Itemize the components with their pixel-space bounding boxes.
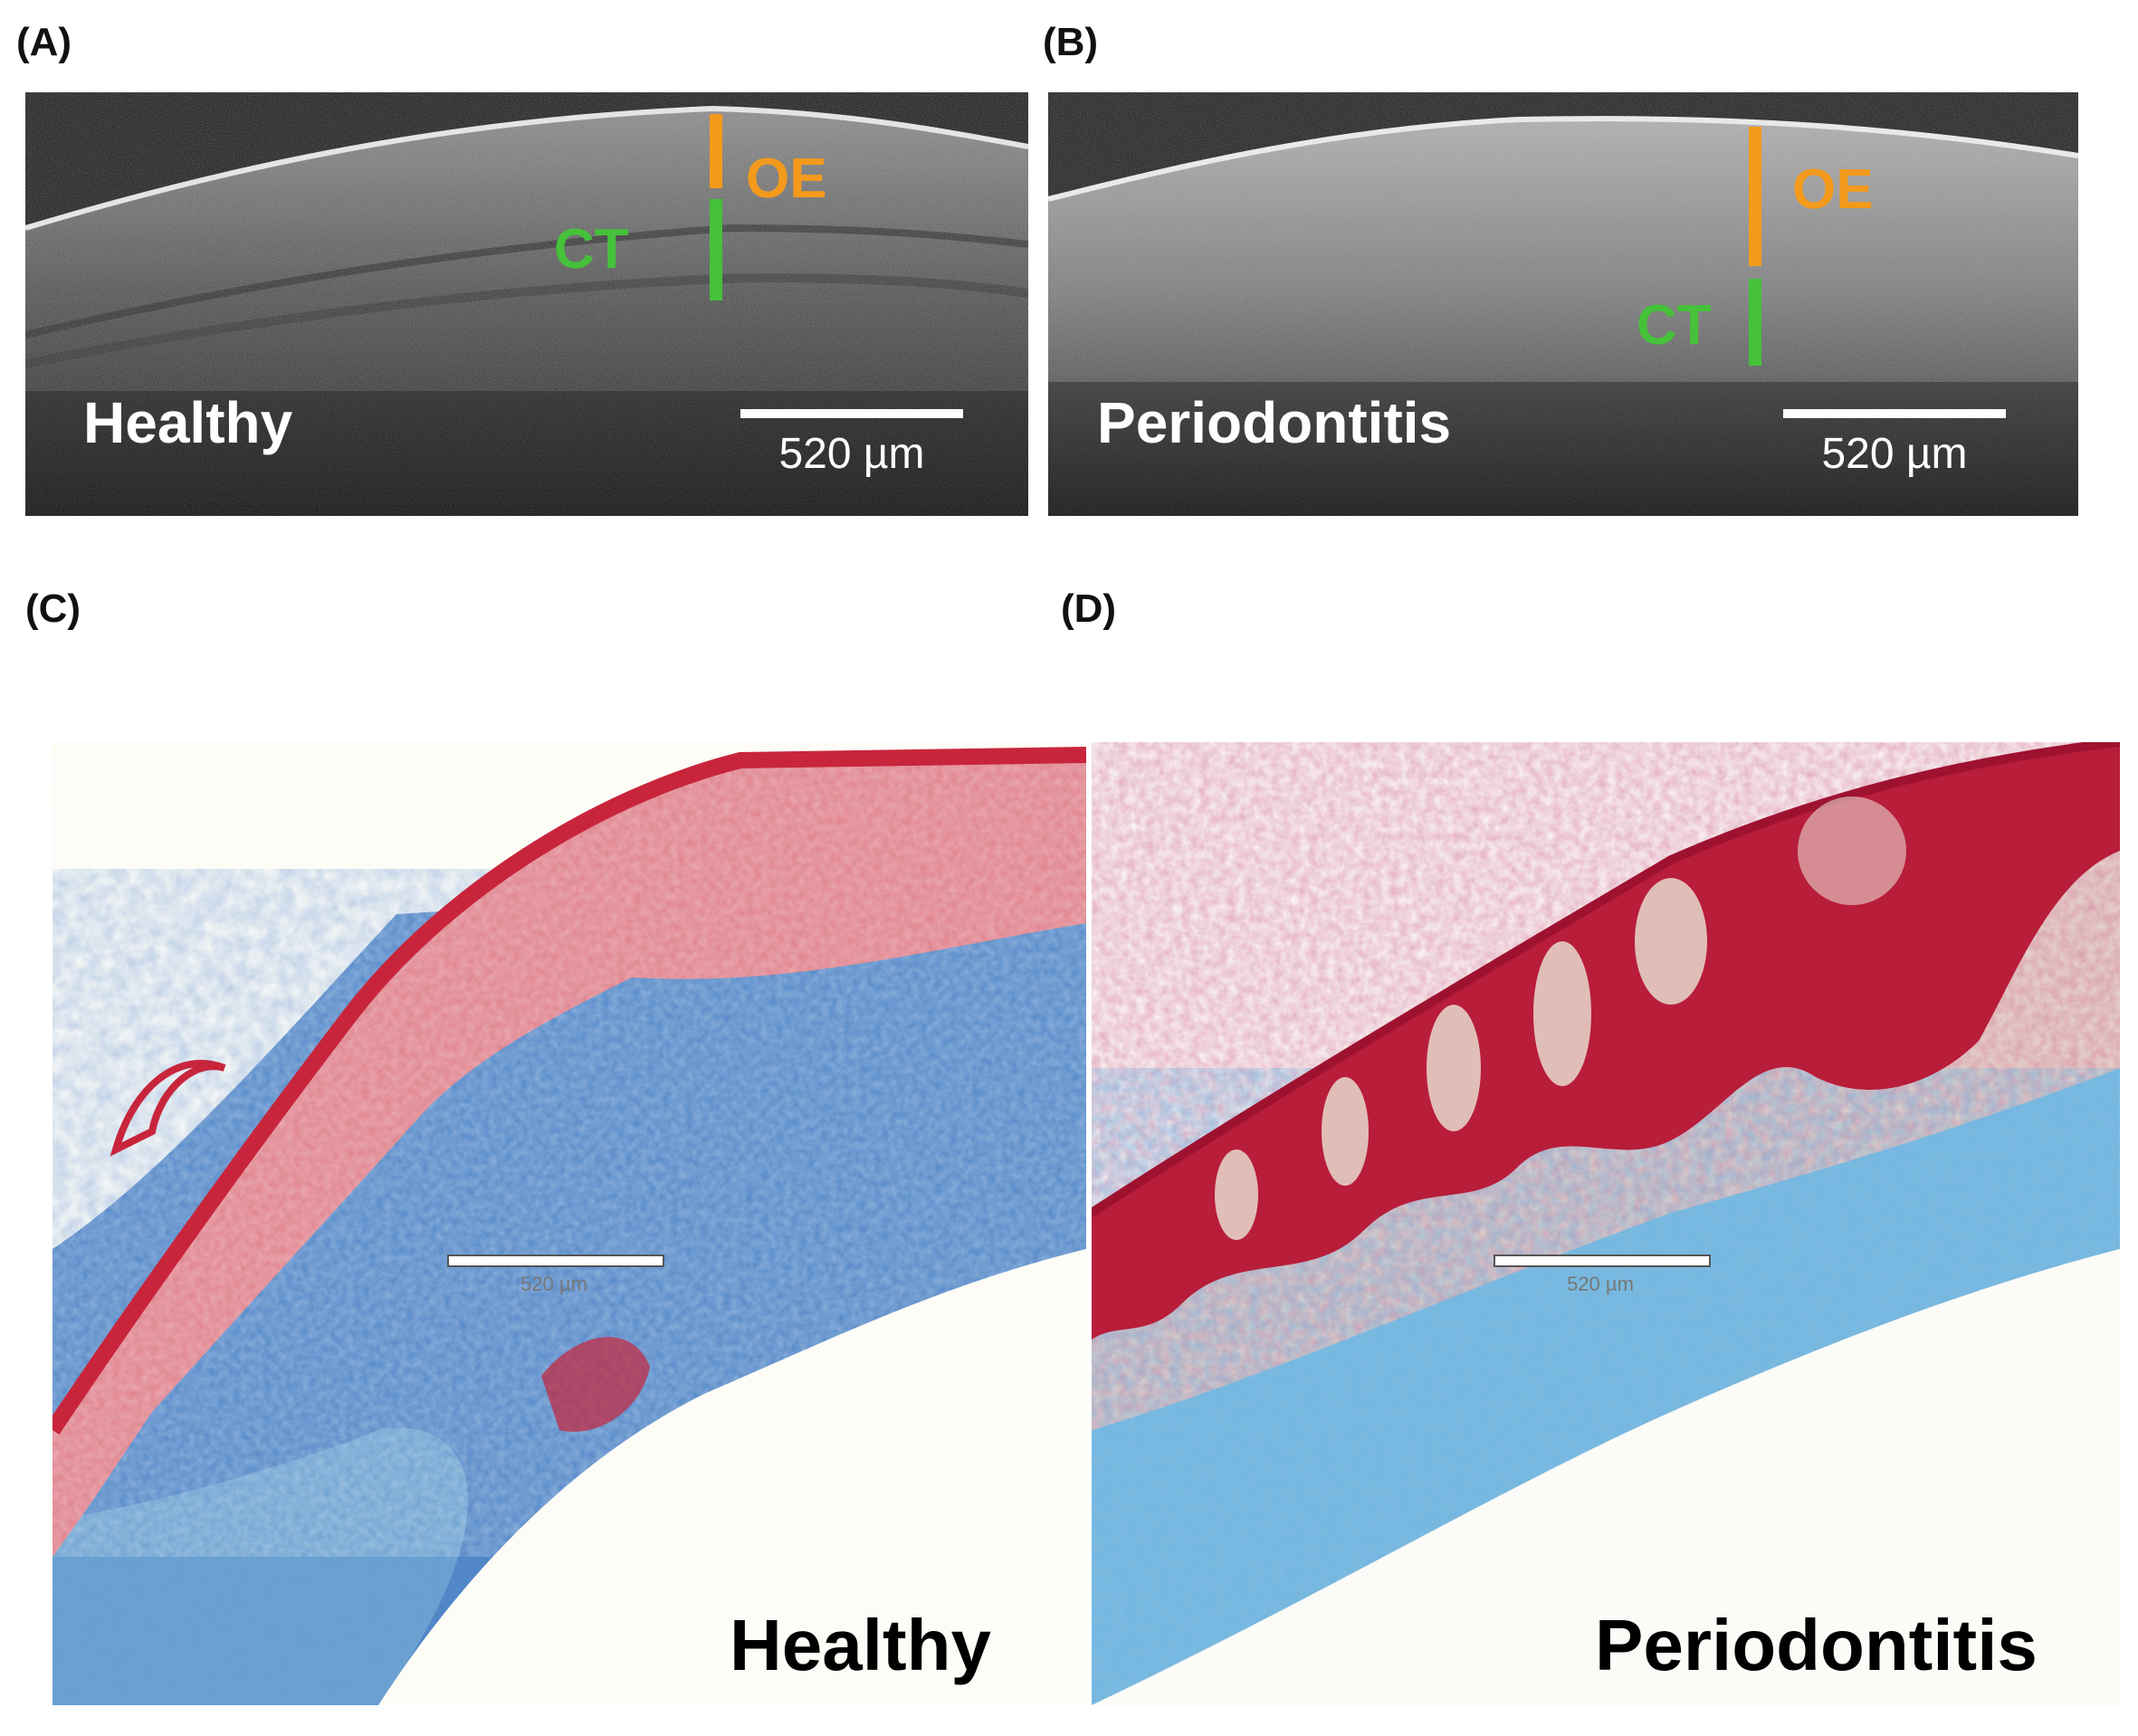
scale-bar bbox=[447, 1254, 664, 1267]
scale-bar-label: 520 µm bbox=[1567, 1273, 1634, 1295]
panel-letter-d: (D) bbox=[1061, 587, 1117, 631]
oct-image-healthy: OE CT Healthy 520 µm bbox=[25, 92, 1028, 516]
histology-periodontitis-graphic bbox=[1092, 742, 2120, 1705]
histology-image-periodontitis: 520 µm Periodontitis bbox=[1092, 742, 2120, 1705]
condition-label: Periodontitis bbox=[1097, 390, 1452, 455]
condition-label: Healthy bbox=[730, 1605, 991, 1685]
panel-letter-c: (C) bbox=[25, 587, 81, 631]
condition-label: Healthy bbox=[83, 390, 293, 455]
panel-letter-a: (A) bbox=[16, 20, 72, 64]
scale-bar bbox=[1783, 409, 2006, 418]
oe-label: OE bbox=[1792, 158, 1874, 221]
oct-image-periodontitis: OE CT Periodontitis 520 µm bbox=[1048, 92, 2078, 516]
ct-label: CT bbox=[554, 218, 629, 281]
scale-bar bbox=[740, 409, 963, 418]
ct-label: CT bbox=[1637, 294, 1712, 357]
ct-marker-bar bbox=[710, 199, 722, 300]
histology-healthy-graphic bbox=[52, 747, 1086, 1705]
oe-label: OE bbox=[746, 148, 827, 210]
ct-marker-bar bbox=[1749, 279, 1761, 366]
oe-marker-bar bbox=[1749, 127, 1761, 266]
condition-label: Periodontitis bbox=[1595, 1605, 2038, 1685]
scale-bar-label: 520 µm bbox=[1821, 430, 1968, 478]
scale-bar-label: 520 µm bbox=[778, 430, 925, 478]
scale-bar bbox=[1494, 1254, 1711, 1267]
histology-image-healthy: 520 µm Healthy bbox=[52, 742, 1086, 1705]
scale-bar-label: 520 µm bbox=[520, 1273, 587, 1295]
panel-letter-b: (B) bbox=[1043, 20, 1099, 64]
oe-marker-bar bbox=[710, 114, 722, 188]
